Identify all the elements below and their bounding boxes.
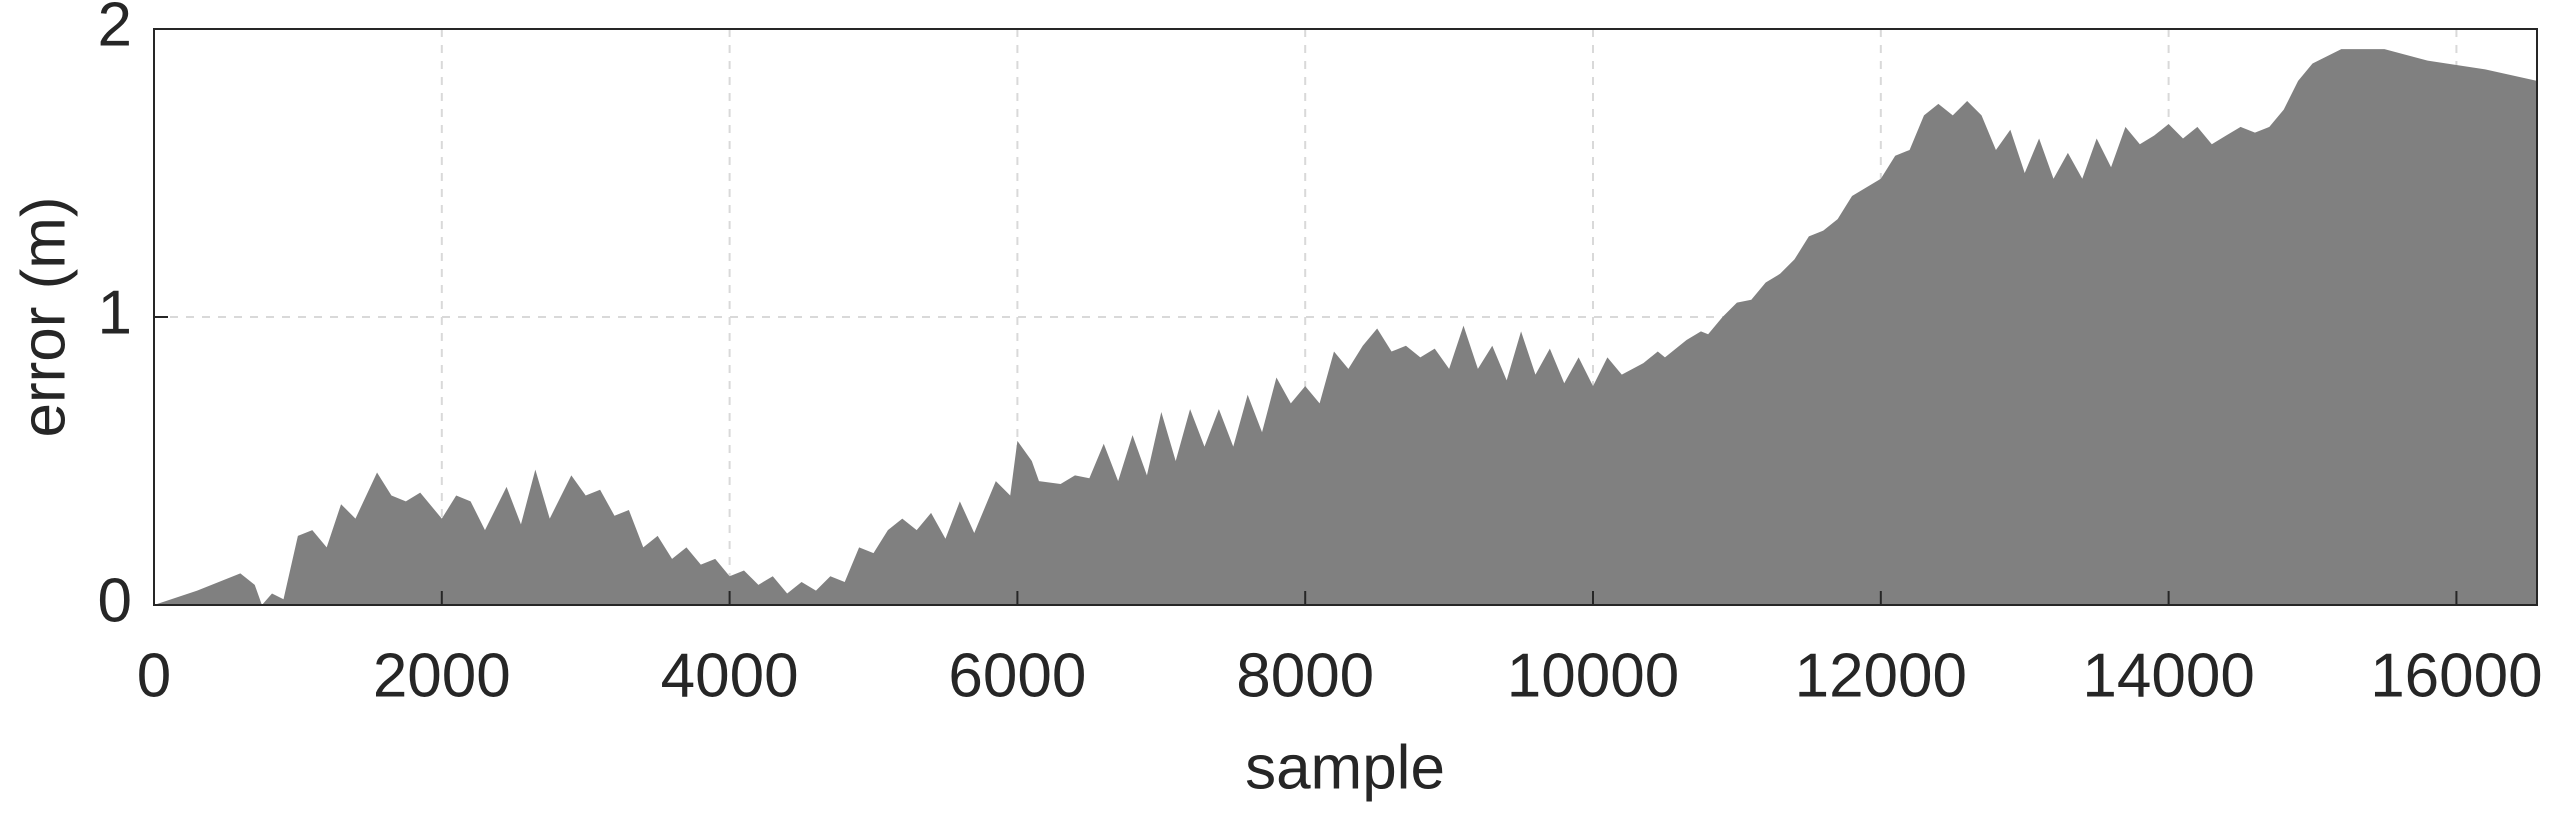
x-tick-label: 2000 — [373, 641, 511, 710]
x-axis-label: sample — [1245, 733, 1445, 802]
x-tick-label: 12000 — [1795, 641, 1967, 710]
y-tick-label: 2 — [98, 0, 132, 59]
x-tick-label: 10000 — [1507, 641, 1679, 710]
y-tick-label: 1 — [98, 278, 132, 347]
x-tick-label: 4000 — [661, 641, 799, 710]
y-tick-label: 0 — [98, 566, 132, 635]
x-tick-label: 14000 — [2082, 641, 2254, 710]
y-axis-label: error (m) — [9, 196, 78, 437]
x-tick-label: 6000 — [948, 641, 1086, 710]
area — [154, 49, 2537, 606]
x-tick-label: 16000 — [2370, 641, 2542, 710]
x-tick-label: 8000 — [1236, 641, 1374, 710]
x-tick-label: 0 — [137, 641, 171, 710]
